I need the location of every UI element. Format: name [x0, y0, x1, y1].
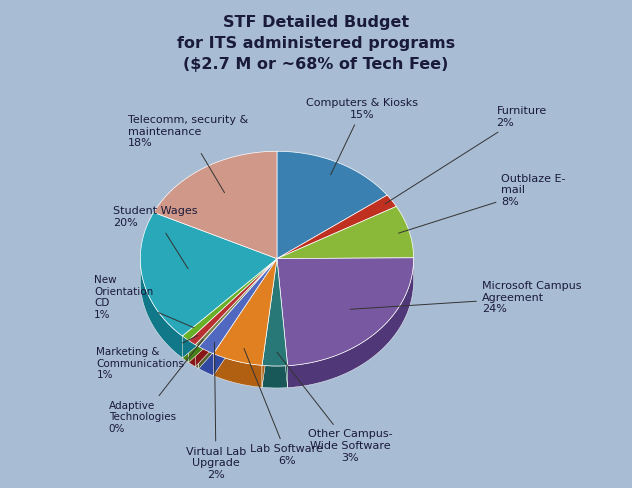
Polygon shape — [198, 259, 277, 368]
Text: Student Wages
20%: Student Wages 20% — [114, 206, 198, 269]
Text: Lab Software
6%: Lab Software 6% — [244, 348, 323, 466]
Text: Microsoft Campus
Agreement
24%: Microsoft Campus Agreement 24% — [350, 281, 581, 314]
Polygon shape — [182, 259, 277, 358]
Text: Other Campus-
Wide Software
3%: Other Campus- Wide Software 3% — [277, 352, 392, 463]
Polygon shape — [277, 259, 288, 387]
Polygon shape — [154, 151, 277, 259]
Polygon shape — [198, 259, 277, 368]
Polygon shape — [214, 259, 277, 366]
Polygon shape — [214, 259, 277, 376]
Polygon shape — [214, 259, 277, 376]
Polygon shape — [140, 259, 182, 358]
Polygon shape — [195, 259, 277, 366]
Text: Marketing &
Communications
1%: Marketing & Communications 1% — [97, 335, 198, 380]
Polygon shape — [188, 259, 277, 345]
Polygon shape — [288, 259, 413, 387]
Polygon shape — [262, 259, 288, 366]
Text: Adaptive
Technologies
0%: Adaptive Technologies 0% — [109, 339, 204, 434]
Text: Outblaze E-
mail
8%: Outblaze E- mail 8% — [399, 174, 566, 233]
Polygon shape — [188, 259, 277, 363]
Text: Virtual Lab
Upgrade
2%: Virtual Lab Upgrade 2% — [186, 342, 246, 480]
Polygon shape — [182, 336, 188, 363]
Polygon shape — [277, 259, 288, 387]
Polygon shape — [198, 259, 277, 354]
Polygon shape — [188, 341, 195, 366]
Polygon shape — [262, 366, 288, 388]
Polygon shape — [262, 259, 277, 387]
Polygon shape — [195, 259, 277, 346]
Polygon shape — [277, 206, 413, 259]
Text: Computers & Kiosks
15%: Computers & Kiosks 15% — [307, 98, 418, 175]
Polygon shape — [140, 212, 277, 336]
Polygon shape — [214, 354, 262, 387]
Text: Furniture
2%: Furniture 2% — [385, 106, 547, 204]
Polygon shape — [277, 258, 413, 366]
Polygon shape — [182, 259, 277, 341]
Polygon shape — [198, 346, 214, 376]
Polygon shape — [182, 259, 277, 358]
Polygon shape — [195, 345, 198, 368]
Text: New
Orientation
CD
1%: New Orientation CD 1% — [94, 275, 194, 327]
Text: STF Detailed Budget
for ITS administered programs
($2.7 M or ~68% of Tech Fee): STF Detailed Budget for ITS administered… — [177, 15, 455, 72]
Polygon shape — [195, 259, 277, 366]
Polygon shape — [188, 259, 277, 363]
Polygon shape — [262, 259, 277, 387]
Polygon shape — [277, 195, 396, 259]
Text: Telecomm, security &
maintenance
18%: Telecomm, security & maintenance 18% — [128, 115, 248, 193]
Polygon shape — [277, 151, 387, 259]
